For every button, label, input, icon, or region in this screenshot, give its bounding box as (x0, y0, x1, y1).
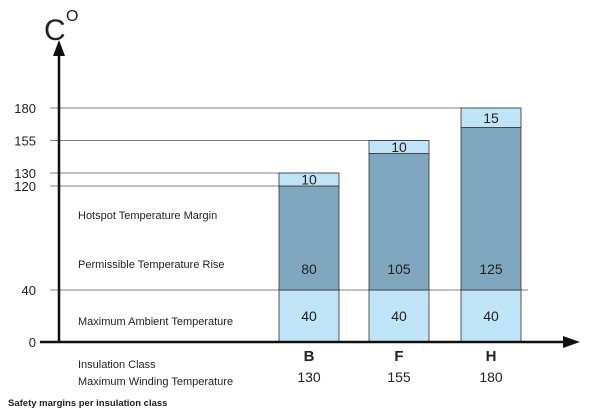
bar-B-series-0 (278, 289, 340, 343)
value-label-H-series-1: 125 (479, 261, 503, 277)
category-labels: B 130 F 155 H 180 (297, 348, 503, 385)
y-tick-40: 40 (22, 283, 36, 298)
band-label-hotspot: Hotspot Temperature Margin (78, 210, 217, 222)
category-label-B: B (304, 348, 315, 365)
value-label-H-series-0: 40 (483, 308, 499, 324)
y-tick-120: 120 (14, 179, 36, 194)
bar-B-series-1 (278, 185, 340, 291)
value-label-F-series-0: 40 (391, 308, 407, 324)
value-label-B-series-1: 80 (301, 261, 317, 277)
band-label-rise: Permissible Temperature Rise (78, 259, 225, 271)
band-label-ambient: Maximum Ambient Temperature (78, 316, 233, 328)
y-unit-superscript: O (66, 8, 78, 25)
value-label-B-series-2: 10 (301, 172, 317, 188)
value-label-H-series-2: 15 (483, 110, 499, 126)
y-unit-label: C (44, 14, 66, 47)
bar-B-series-2 (278, 172, 340, 187)
x-axis-arrow (563, 336, 580, 348)
y-tick-180: 180 (14, 101, 36, 116)
y-tick-130: 130 (14, 166, 36, 181)
bar-F-series-0 (368, 289, 430, 343)
winding-temp-B: 130 (297, 369, 321, 385)
row-label-insulation-class: Insulation Class (78, 359, 156, 371)
winding-temp-H: 180 (479, 369, 503, 385)
y-tick-155: 155 (14, 134, 36, 149)
bar-F-series-1 (368, 153, 430, 291)
row-label-max-winding-temp: Maximum Winding Temperature (78, 376, 233, 388)
bar-H-series-0 (460, 289, 522, 343)
y-tick-0: 0 (29, 335, 36, 350)
bar-F-series-2 (368, 140, 430, 154)
footnote: Safety margins per insulation class (8, 398, 167, 409)
category-label-H: H (486, 348, 497, 365)
segment-labels: 40 80 10 40 105 10 40 125 15 (301, 110, 503, 324)
bar-H-series-2 (460, 107, 522, 128)
bar-segments (278, 107, 522, 343)
value-label-F-series-2: 10 (391, 139, 407, 155)
category-label-F: F (394, 348, 403, 365)
value-label-B-series-0: 40 (301, 308, 317, 324)
winding-temp-F: 155 (387, 369, 411, 385)
y-axis-arrow (53, 40, 65, 56)
value-label-F-series-1: 105 (387, 261, 411, 277)
